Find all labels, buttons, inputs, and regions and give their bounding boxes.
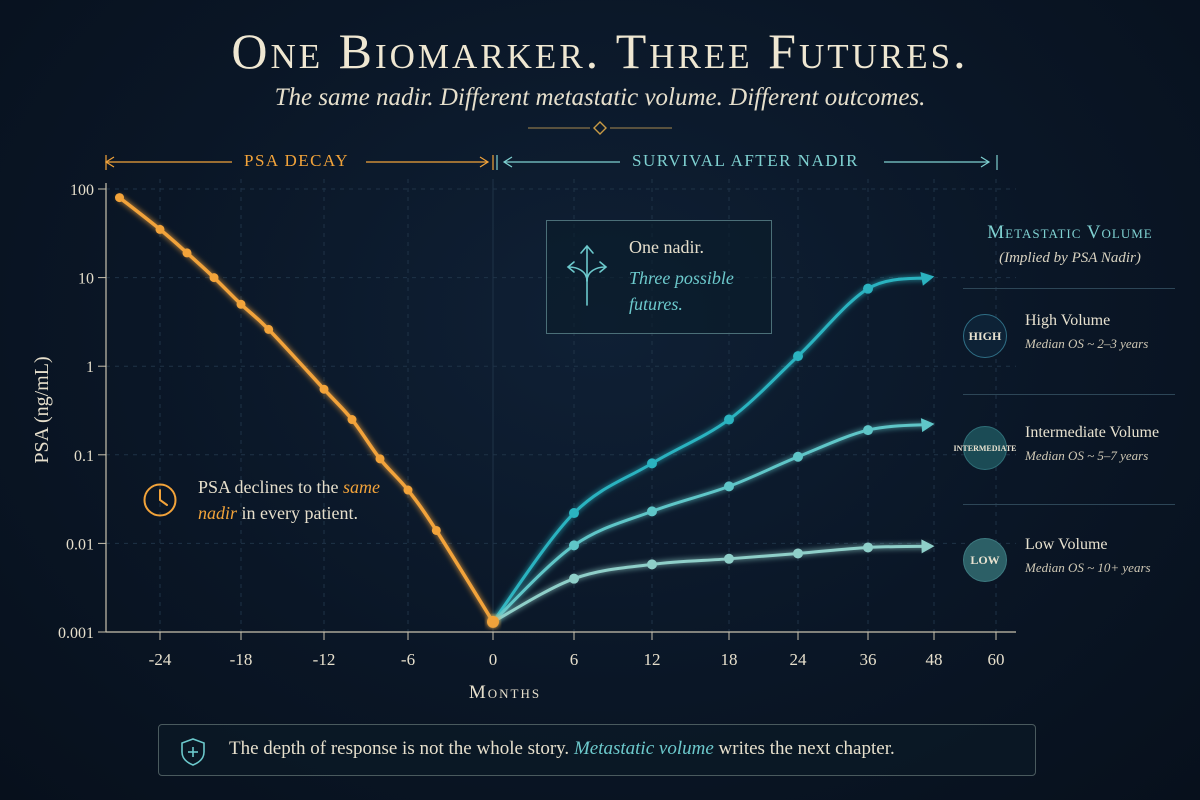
y-tick-label: 10: [78, 271, 94, 288]
survival-bracket: [496, 155, 998, 170]
x-axis-label: Months: [469, 682, 541, 703]
nadir-point: [487, 615, 499, 628]
survival-section-label: SURVIVAL AFTER NADIR: [632, 151, 859, 170]
decay-series-point: [375, 454, 385, 464]
intermediate-volume-series-point: [724, 481, 734, 492]
high-volume-series-point: [863, 283, 873, 294]
decay-series-point: [347, 415, 357, 425]
decay-series-point: [264, 324, 274, 334]
intermediate-volume-series: [491, 418, 935, 624]
x-tick-label: -18: [230, 650, 253, 669]
decay-series-point: [209, 273, 219, 283]
x-tick-label: -12: [313, 650, 336, 669]
x-tick-label: 36: [860, 650, 877, 669]
intermediate-volume-series-line: [491, 422, 930, 624]
legend-item-low: LOW Low Volume Median OS ~ 10+ years: [963, 534, 1185, 594]
high-volume-series-point: [569, 508, 579, 519]
intermediate-volume-series-point: [863, 425, 873, 436]
decay-series-point: [182, 248, 192, 258]
nadir-callout: One nadir. Three possible futures.: [546, 220, 772, 334]
footer-banner: The depth of response is not the whole s…: [158, 724, 1036, 776]
decline-note-highlight: same nadir: [198, 477, 380, 523]
legend-divider: [963, 504, 1175, 505]
nadir-callout-line2: Three possible futures.: [629, 268, 734, 314]
decay-series-point: [115, 193, 124, 203]
high-volume-series-point: [724, 414, 734, 425]
decline-note-text: PSA declines to the same nadir in every …: [198, 474, 388, 526]
legend-item-os: Median OS ~ 10+ years: [1025, 560, 1151, 575]
page-title: One Biomarker. Three Futures.: [231, 23, 969, 79]
chart-series: [115, 193, 935, 628]
branching-arrows-icon: [566, 244, 608, 306]
shield-plus-icon: [181, 738, 205, 766]
y-tick-label: 0.001: [58, 625, 94, 642]
decay-series-point: [403, 485, 413, 495]
x-tick-label: 60: [988, 650, 1005, 669]
x-tick-label: 18: [721, 650, 738, 669]
low-volume-series-point: [793, 548, 803, 559]
x-tick-label: -6: [401, 650, 415, 669]
intermediate-volume-series-point: [647, 506, 657, 517]
x-tick-label: 24: [790, 650, 808, 669]
footer-post: writes the next chapter.: [713, 738, 895, 759]
x-tick-label: 48: [926, 650, 943, 669]
decline-note-post: in every patient.: [237, 503, 358, 523]
x-tick-label: 0: [489, 650, 498, 669]
chart-axes: 0.001 0.01 0.1 1 10 100 -24 -18 -12 -6 0 6 12 18 24 36 4…: [31, 182, 1016, 703]
low-volume-badge: LOW: [963, 538, 1007, 582]
y-tick-label: 100: [70, 182, 94, 199]
footer-message: The depth of response is not the whole s…: [229, 738, 895, 760]
metastatic-volume-legend: Metastatic Volume (Implied by PSA Nadir)…: [954, 222, 1185, 582]
decline-note-pre: PSA declines to the: [198, 477, 343, 497]
decay-series: [115, 193, 495, 624]
legend-subtitle: (Implied by PSA Nadir): [999, 250, 1141, 266]
title-divider: [528, 121, 672, 135]
legend-title: Metastatic Volume: [987, 222, 1153, 243]
x-tick-label: 6: [570, 650, 579, 669]
intermediate-volume-series-point: [569, 540, 579, 551]
low-volume-series-arrowhead: [921, 539, 935, 554]
low-volume-series-point: [863, 542, 873, 553]
high-volume-series-point: [647, 458, 657, 469]
clock-icon: [143, 483, 177, 517]
intermediate-volume-badge: INTERMEDIATE: [954, 426, 1017, 470]
legend-item-os: Median OS ~ 5–7 years: [1025, 448, 1149, 463]
high-volume-series-arrowhead: [920, 271, 935, 286]
legend-divider: [963, 288, 1175, 289]
decay-series-point: [319, 384, 329, 394]
intermediate-volume-series-point: [793, 451, 803, 462]
footer-highlight: Metastatic volume: [573, 738, 714, 759]
decay-section-label: PSA DECAY: [244, 151, 349, 170]
decay-series-point: [431, 525, 441, 535]
nadir-callout-line1: One nadir.: [629, 237, 704, 257]
legend-item-intermediate: INTERMEDIATE Intermediate Volume Median …: [954, 422, 1185, 482]
decay-series-point: [155, 224, 165, 234]
intermediate-volume-series-arrowhead: [920, 418, 935, 433]
y-tick-label: 1: [86, 359, 94, 376]
page-subtitle: The same nadir. Different metastatic vol…: [274, 84, 926, 111]
legend-item-os: Median OS ~ 2–3 years: [1025, 336, 1149, 351]
legend-item-name: Intermediate Volume: [1025, 424, 1160, 441]
legend-item-high: HIGH High Volume Median OS ~ 2–3 years: [963, 310, 1185, 370]
low-volume-series: [491, 539, 935, 624]
decay-series-line: [117, 195, 495, 624]
legend-item-name: Low Volume: [1025, 536, 1108, 553]
decay-series-point: [236, 299, 246, 309]
high-volume-series-point: [793, 351, 803, 362]
y-tick-label: 0.1: [74, 448, 94, 465]
y-tick-label: 0.01: [66, 536, 94, 553]
x-tick-label: -24: [149, 650, 172, 669]
decay-bracket: [104, 155, 494, 170]
low-volume-series-point: [647, 559, 657, 570]
high-volume-badge: HIGH: [963, 314, 1007, 358]
low-volume-series-point: [569, 573, 579, 584]
x-tick-label: 12: [644, 650, 661, 669]
high-volume-series: [491, 271, 935, 624]
y-axis-label: PSA (ng/mL): [31, 356, 53, 463]
footer-pre: The depth of response is not the whole s…: [229, 738, 574, 759]
low-volume-series-point: [724, 553, 734, 564]
legend-item-name: High Volume: [1025, 312, 1111, 329]
legend-divider: [963, 394, 1175, 395]
